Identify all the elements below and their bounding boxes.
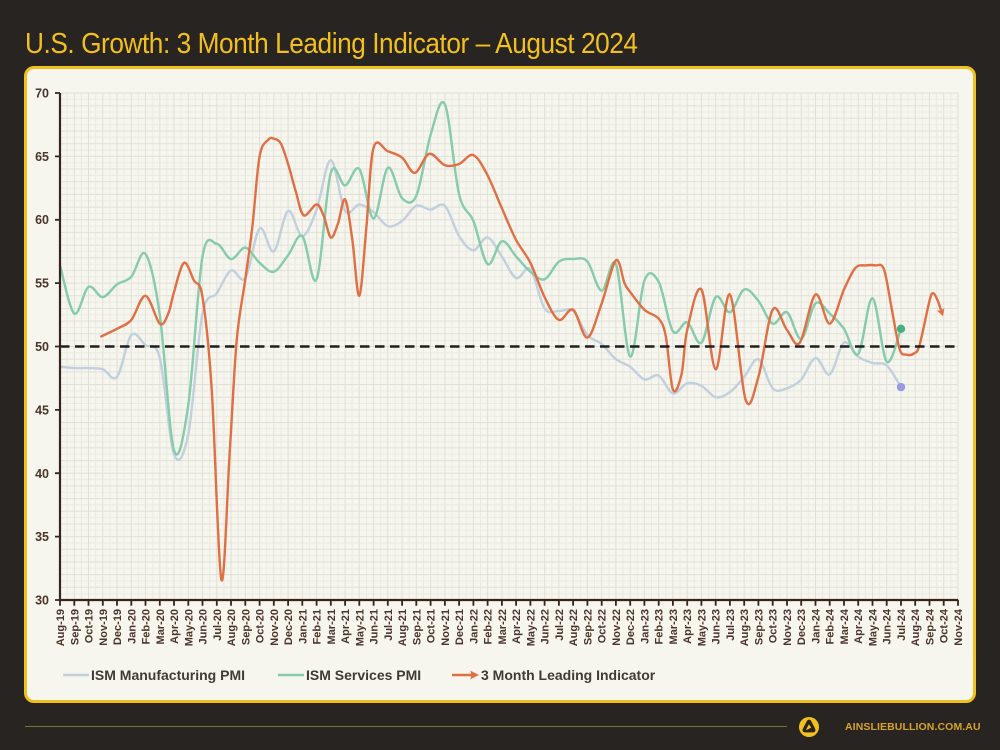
svg-text:Oct-20: Oct-20	[255, 609, 267, 643]
svg-text:3 Month Leading Indicator: 3 Month Leading Indicator	[481, 667, 656, 683]
svg-text:Oct-24: Oct-24	[939, 608, 951, 643]
svg-text:Jan-21: Jan-21	[297, 609, 309, 644]
svg-text:Mar-23: Mar-23	[668, 609, 680, 644]
svg-text:May-21: May-21	[354, 609, 366, 646]
svg-text:May-20: May-20	[183, 609, 195, 646]
svg-text:Apr-24: Apr-24	[853, 608, 865, 644]
svg-text:Jul-22: Jul-22	[554, 609, 566, 641]
svg-text:Dec-21: Dec-21	[454, 609, 466, 645]
svg-text:65: 65	[35, 150, 49, 164]
svg-text:Dec-19: Dec-19	[112, 609, 124, 645]
svg-text:Jun-21: Jun-21	[369, 609, 381, 644]
svg-text:May-23: May-23	[696, 609, 708, 646]
svg-text:50: 50	[35, 340, 49, 354]
svg-text:Jun-22: Jun-22	[540, 609, 552, 644]
svg-text:35: 35	[35, 530, 49, 544]
svg-text:Nov-23: Nov-23	[782, 609, 794, 646]
svg-text:Apr-23: Apr-23	[682, 609, 694, 644]
svg-text:Feb-24: Feb-24	[825, 608, 837, 644]
svg-text:May-22: May-22	[525, 609, 537, 646]
svg-text:Mar-24: Mar-24	[839, 608, 851, 644]
svg-text:Oct-19: Oct-19	[84, 609, 96, 643]
svg-text:Jul-21: Jul-21	[383, 609, 395, 641]
svg-text:Sep-21: Sep-21	[411, 609, 423, 645]
svg-text:55: 55	[35, 277, 49, 291]
svg-text:Nov-22: Nov-22	[611, 609, 623, 646]
svg-text:Sep-23: Sep-23	[753, 609, 765, 645]
svg-text:Nov-20: Nov-20	[269, 609, 281, 646]
svg-text:Oct-22: Oct-22	[597, 609, 609, 643]
svg-text:Aug-20: Aug-20	[226, 609, 238, 646]
svg-text:45: 45	[35, 403, 49, 417]
svg-text:Nov-19: Nov-19	[98, 609, 110, 646]
svg-text:Jun-20: Jun-20	[198, 609, 210, 644]
svg-text:Dec-22: Dec-22	[625, 609, 637, 645]
svg-text:70: 70	[35, 87, 49, 101]
svg-text:Jan-24: Jan-24	[811, 608, 823, 644]
svg-text:Feb-21: Feb-21	[312, 609, 324, 644]
svg-text:Aug-22: Aug-22	[568, 609, 580, 646]
svg-text:Jan-20: Jan-20	[126, 609, 138, 644]
svg-text:Mar-20: Mar-20	[155, 609, 167, 644]
svg-text:Jan-23: Jan-23	[639, 609, 651, 644]
svg-text:Feb-22: Feb-22	[483, 609, 495, 644]
svg-text:30: 30	[35, 594, 49, 608]
svg-text:Feb-20: Feb-20	[141, 609, 153, 644]
svg-text:Aug-23: Aug-23	[739, 609, 751, 646]
svg-text:40: 40	[35, 467, 49, 481]
svg-text:Oct-23: Oct-23	[768, 609, 780, 643]
svg-text:Sep-24: Sep-24	[925, 608, 937, 645]
svg-text:Sep-22: Sep-22	[582, 609, 594, 645]
svg-text:Sep-19: Sep-19	[69, 609, 81, 645]
svg-text:ISM Services PMI: ISM Services PMI	[306, 667, 421, 683]
svg-text:Jul-24: Jul-24	[896, 608, 908, 641]
svg-text:Apr-22: Apr-22	[511, 609, 523, 644]
svg-text:Feb-23: Feb-23	[654, 609, 666, 644]
svg-text:Aug-24: Aug-24	[910, 608, 922, 646]
svg-text:Jun-23: Jun-23	[711, 609, 723, 644]
svg-text:Sep-20: Sep-20	[240, 609, 252, 645]
svg-text:Apr-21: Apr-21	[340, 609, 352, 644]
svg-text:Nov-24: Nov-24	[953, 608, 965, 646]
svg-text:Apr-20: Apr-20	[169, 609, 181, 644]
svg-text:Jul-23: Jul-23	[725, 609, 737, 641]
svg-text:Nov-21: Nov-21	[440, 609, 452, 646]
svg-text:Jul-20: Jul-20	[212, 609, 224, 641]
svg-text:Aug-19: Aug-19	[55, 609, 67, 646]
svg-text:Jun-24: Jun-24	[882, 608, 894, 644]
svg-text:Dec-20: Dec-20	[283, 609, 295, 645]
svg-text:Dec-23: Dec-23	[796, 609, 808, 645]
svg-text:Aug-21: Aug-21	[397, 609, 409, 646]
svg-text:Mar-22: Mar-22	[497, 609, 509, 644]
svg-text:May-24: May-24	[868, 608, 880, 646]
svg-text:60: 60	[35, 213, 49, 227]
svg-text:Mar-21: Mar-21	[326, 609, 338, 644]
svg-text:ISM Manufacturing PMI: ISM Manufacturing PMI	[91, 667, 245, 683]
svg-text:Oct-21: Oct-21	[426, 609, 438, 643]
svg-text:Jan-22: Jan-22	[468, 609, 480, 644]
